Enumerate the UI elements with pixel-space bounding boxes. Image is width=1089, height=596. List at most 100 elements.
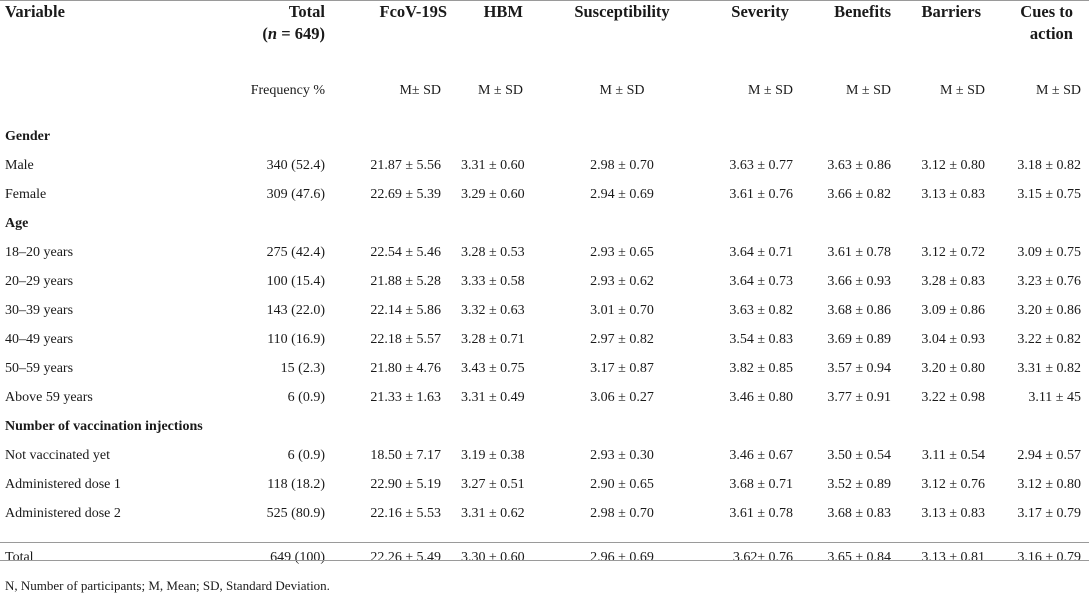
total-cell-barriers: 3.13 ± 0.81	[921, 550, 985, 565]
cell-hbm: 3.33 ± 0.58	[461, 274, 525, 289]
subheader-hbm: M ± SD	[477, 83, 523, 98]
header-variable: Variable	[5, 2, 65, 21]
cell-barriers: 3.20 ± 0.80	[921, 361, 985, 376]
cell-barriers: 3.09 ± 0.86	[921, 303, 985, 318]
cell-cues: 3.31 ± 0.82	[1017, 361, 1081, 376]
cell-susceptibility: 3.17 ± 0.87	[590, 361, 654, 376]
cell-total: 525 (80.9)	[266, 506, 325, 521]
section-title: Age	[5, 216, 29, 231]
table-row: Above 59 years 6 (0.9) 21.33 ± 1.63 3.31 ± …	[0, 383, 1089, 412]
cell-hbm: 3.32 ± 0.63	[461, 303, 525, 318]
cell-hbm: 3.31 ± 0.49	[461, 390, 525, 405]
row-label: Administered dose 1	[5, 477, 121, 492]
cell-susceptibility: 2.98 ± 0.70	[590, 506, 654, 521]
subheader-fcov: M± SD	[399, 83, 441, 98]
cell-fcov: 21.33 ± 1.63	[370, 390, 441, 405]
cell-total: 340 (52.4)	[266, 158, 325, 173]
divider-rule	[0, 542, 1089, 543]
cell-total: 275 (42.4)	[266, 245, 325, 260]
cell-barriers: 3.13 ± 0.83	[921, 506, 985, 521]
cell-hbm: 3.19 ± 0.38	[461, 448, 525, 463]
cell-barriers: 3.04 ± 0.93	[921, 332, 985, 347]
cell-barriers: 3.28 ± 0.83	[921, 274, 985, 289]
cell-severity: 3.61 ± 0.78	[729, 506, 793, 521]
header-row: Variable Total (n = 649) FcoV-19S HBM Su…	[0, 0, 1089, 59]
total-cell-fcov: 22.26 ± 5.49	[370, 550, 441, 565]
section-header-row: Gender	[0, 122, 1089, 151]
cell-benefits: 3.77 ± 0.91	[827, 390, 891, 405]
cell-total: 309 (47.6)	[266, 187, 325, 202]
cell-benefits: 3.52 ± 0.89	[827, 477, 891, 492]
header-total-line2: (n = 649)	[262, 24, 325, 43]
subheader-susceptibility: M ± SD	[599, 83, 645, 98]
cell-severity: 3.64 ± 0.73	[729, 274, 793, 289]
cell-cues: 3.22 ± 0.82	[1017, 332, 1081, 347]
table-row: Not vaccinated yet 6 (0.9) 18.50 ± 7.17 3.1…	[0, 441, 1089, 470]
header-cues: Cues to action	[995, 0, 1089, 59]
table-row: Administered dose 2 525 (80.9) 22.16 ± 5.5…	[0, 499, 1089, 528]
cell-severity: 3.63 ± 0.77	[729, 158, 793, 173]
cell-fcov: 22.90 ± 5.19	[370, 477, 441, 492]
cell-susceptibility: 2.90 ± 0.65	[590, 477, 654, 492]
cell-cues: 3.09 ± 0.75	[1017, 245, 1081, 260]
footnote: N, Number of participants; M, Mean; SD, …	[5, 578, 330, 593]
section-title: Gender	[5, 129, 51, 144]
cell-total: 118 (18.2)	[267, 477, 325, 492]
cell-susceptibility: 2.97 ± 0.82	[590, 332, 654, 347]
cell-fcov: 22.18 ± 5.57	[370, 332, 441, 347]
header-total: Total (n = 649)	[215, 0, 345, 59]
cell-benefits: 3.57 ± 0.94	[827, 361, 891, 376]
table-row: 30–39 years 143 (22.0) 22.14 ± 5.86 3.32 ± …	[0, 296, 1089, 325]
table-row: 20–29 years 100 (15.4) 21.88 ± 5.28 3.33 ± …	[0, 267, 1089, 296]
subheader-total: Frequency %	[250, 83, 325, 98]
row-label: 50–59 years	[5, 361, 74, 376]
cell-total: 100 (15.4)	[266, 274, 325, 289]
subheader-cues: M ± SD	[1035, 83, 1081, 98]
header-cues-line2: action	[1029, 24, 1073, 43]
cell-severity: 3.54 ± 0.83	[729, 332, 793, 347]
table-row: Female 309 (47.6) 22.69 ± 5.39 3.29 ± 0.60 2…	[0, 180, 1089, 209]
row-label: 20–29 years	[5, 274, 74, 289]
cell-fcov: 21.80 ± 4.76	[370, 361, 441, 376]
cell-cues: 3.12 ± 0.80	[1017, 477, 1081, 492]
cell-barriers: 3.12 ± 0.80	[921, 158, 985, 173]
header-hbm: HBM	[483, 2, 523, 21]
cell-cues: 2.94 ± 0.57	[1017, 448, 1081, 463]
cell-cues: 3.23 ± 0.76	[1017, 274, 1081, 289]
cell-fcov: 22.54 ± 5.46	[370, 245, 441, 260]
cell-benefits: 3.66 ± 0.93	[827, 274, 891, 289]
cell-severity: 3.64 ± 0.71	[729, 245, 793, 260]
cell-benefits: 3.63 ± 0.86	[827, 158, 891, 173]
cell-cues: 3.11 ± 45	[1028, 390, 1081, 405]
cell-benefits: 3.68 ± 0.83	[827, 506, 891, 521]
table-row: Male 340 (52.4) 21.87 ± 5.56 3.31 ± 0.60 2.9…	[0, 151, 1089, 180]
total-cell-total: 649 (100)	[270, 550, 325, 565]
cell-benefits: 3.69 ± 0.89	[827, 332, 891, 347]
cell-benefits: 3.68 ± 0.86	[827, 303, 891, 318]
subheader-barriers: M ± SD	[939, 83, 985, 98]
cell-fcov: 21.87 ± 5.56	[370, 158, 441, 173]
cell-hbm: 3.31 ± 0.62	[461, 506, 525, 521]
header-susceptibility: Susceptibility	[574, 2, 670, 21]
row-label: Administered dose 2	[5, 506, 121, 521]
cell-total: 6 (0.9)	[287, 390, 325, 405]
cell-fcov: 18.50 ± 7.17	[370, 448, 441, 463]
top-rule	[0, 0, 1089, 1]
total-cell-susceptibility: 2.96 ± 0.69	[590, 550, 654, 565]
cell-hbm: 3.29 ± 0.60	[461, 187, 525, 202]
cell-cues: 3.18 ± 0.82	[1017, 158, 1081, 173]
table-row: Administered dose 1 118 (18.2) 22.90 ± 5.1…	[0, 470, 1089, 499]
cell-severity: 3.63 ± 0.82	[729, 303, 793, 318]
cell-fcov: 21.88 ± 5.28	[370, 274, 441, 289]
cell-hbm: 3.27 ± 0.51	[461, 477, 525, 492]
cell-fcov: 22.14 ± 5.86	[370, 303, 441, 318]
section-header-row: Age	[0, 209, 1089, 238]
cell-severity: 3.68 ± 0.71	[729, 477, 793, 492]
cell-hbm: 3.43 ± 0.75	[461, 361, 525, 376]
cell-severity: 3.46 ± 0.67	[729, 448, 793, 463]
row-label: 30–39 years	[5, 303, 74, 318]
cell-cues: 3.20 ± 0.86	[1017, 303, 1081, 318]
cell-susceptibility: 2.93 ± 0.62	[590, 274, 654, 289]
cell-hbm: 3.28 ± 0.71	[461, 332, 525, 347]
